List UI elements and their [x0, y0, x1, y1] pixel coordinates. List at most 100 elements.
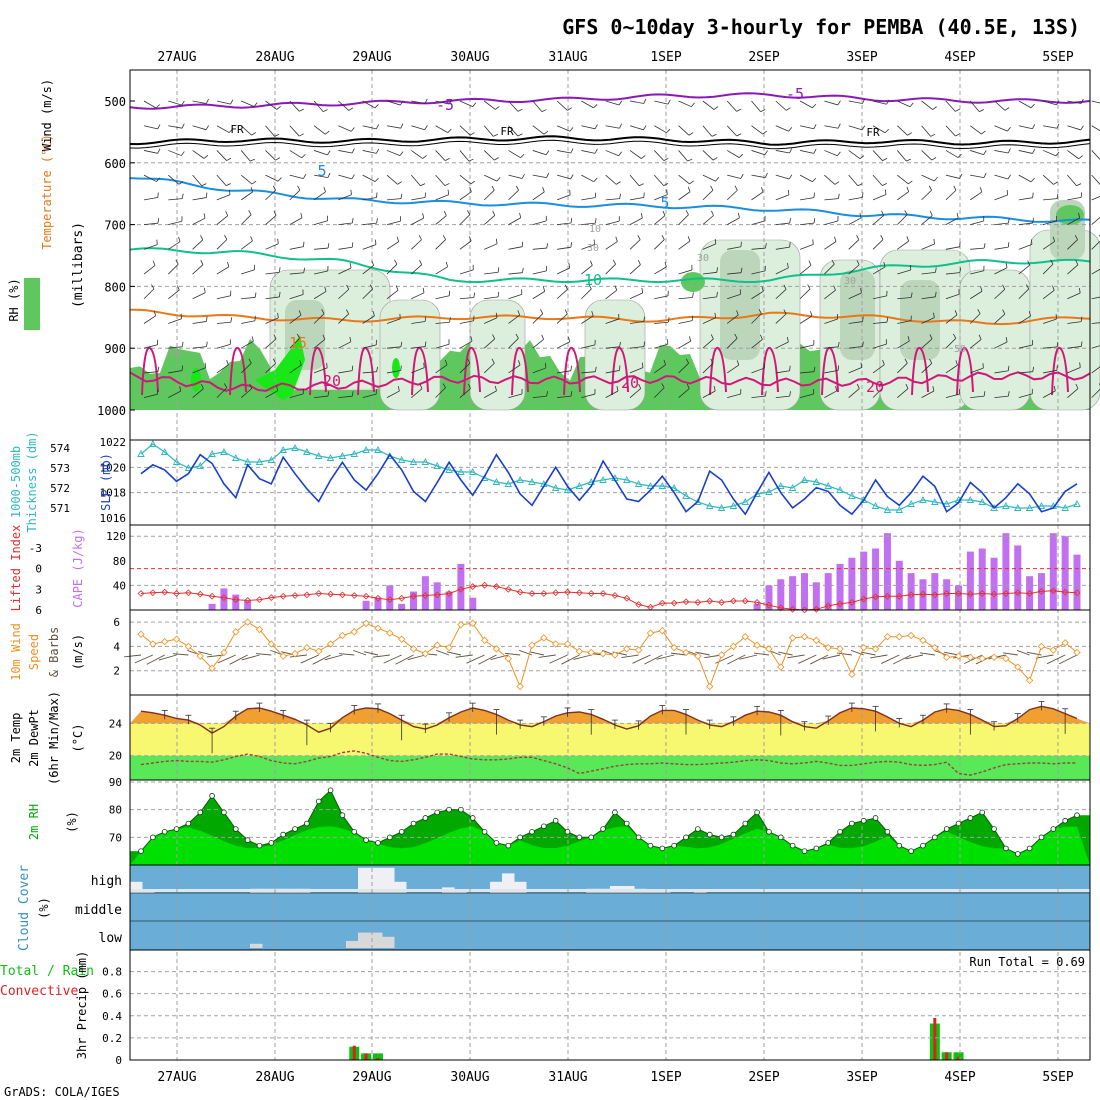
- profile-wind-barb-feather: [276, 385, 279, 391]
- profile-wind-barb: [192, 292, 206, 300]
- profile-wind-barb: [702, 150, 714, 161]
- profile-wind-barb: [921, 243, 935, 250]
- profile-wind-barb: [411, 367, 425, 374]
- wind10-speed-point: [374, 624, 382, 632]
- profile-wind-barb-feather: [303, 174, 307, 179]
- profile-wind-barb: [824, 318, 838, 324]
- wind10-speed-point: [599, 650, 607, 658]
- wind10-barb: [964, 654, 983, 665]
- cape-bar: [410, 591, 418, 610]
- profile-wind-barb: [240, 125, 252, 136]
- thickness-point: [196, 462, 204, 469]
- profile-wind-barb-feather: [783, 284, 787, 290]
- wind10-axis-label-unit: (m/s): [71, 634, 85, 670]
- profile-wind-barb: [192, 174, 203, 186]
- profile-wind-barb-feather: [299, 108, 304, 112]
- rh2m-point: [327, 787, 334, 794]
- rh2m-point: [1050, 826, 1057, 832]
- cape-bar: [1061, 536, 1069, 610]
- profile-wind-barb: [726, 125, 737, 137]
- profile-wind-barb-feather: [931, 157, 937, 161]
- profile-wind-barb-feather: [248, 358, 252, 364]
- profile-wind-barb-feather: [200, 383, 204, 389]
- isotherm-20: [129, 371, 1091, 392]
- profile-wind-barb-feather: [303, 267, 306, 273]
- thickness-point: [421, 458, 430, 465]
- profile-wind-barb-feather: [983, 150, 987, 155]
- thickness-point: [990, 504, 998, 511]
- profile-wind-barb: [751, 150, 765, 156]
- profile-wind-barb: [654, 215, 666, 225]
- profile-wind-barb-feather: [953, 333, 957, 339]
- profile-wind-barb: [969, 290, 983, 300]
- wind10-barb: [255, 653, 272, 656]
- profile-wind-barb: [1067, 388, 1079, 398]
- profile-wind-barb-feather: [327, 172, 331, 178]
- profile-wind-barb: [1018, 243, 1033, 250]
- thickness-point: [646, 482, 655, 489]
- lifted-index-point: [647, 603, 654, 611]
- profile-wind-barb-feather: [203, 287, 206, 293]
- profile-wind-barb-feather: [594, 218, 597, 224]
- profile-wind-barb: [848, 197, 863, 201]
- wind10-speed-point: [457, 620, 465, 629]
- profile-wind-barb: [872, 295, 887, 300]
- profile-wind-barb-feather: [178, 236, 181, 242]
- profile-wind-barb: [532, 100, 543, 112]
- profile-wind-barb: [386, 346, 401, 349]
- isotherm-FR-secondary: [129, 139, 1091, 150]
- profile-wind-barb: [265, 150, 276, 161]
- profile-wind-barb: [483, 125, 494, 137]
- lifted-index-point: [339, 591, 346, 599]
- wind10-speed-point: [350, 628, 358, 636]
- cape-bar: [433, 582, 441, 610]
- thickness-point: [717, 504, 726, 511]
- thickness-point: [848, 492, 856, 499]
- profile-wind-barb-feather: [856, 383, 860, 389]
- profile-wind-barb-feather: [1030, 177, 1035, 183]
- rh2m-point: [979, 809, 986, 816]
- wind10-barb: [529, 651, 544, 656]
- profile-wind-barb-feather: [203, 155, 209, 159]
- thickness-point: [871, 502, 880, 509]
- pressure-tick-label: 1000: [97, 404, 126, 418]
- profile-wind-barb-feather: [570, 148, 574, 154]
- profile-wind-barb: [265, 362, 276, 374]
- profile-wind-barb: [557, 246, 571, 250]
- profile-wind-barb: [216, 387, 228, 398]
- profile-wind-barb: [581, 393, 596, 399]
- profile-wind-barb-feather: [907, 132, 913, 136]
- lifted-index-point: [469, 583, 477, 590]
- profile-wind-barb: [581, 315, 594, 324]
- profile-wind-barb-feather: [594, 192, 597, 198]
- profile-wind-barb: [459, 125, 471, 136]
- profile-wind-barb-feather: [1032, 124, 1036, 129]
- profile-wind-barb-feather: [906, 186, 910, 192]
- profile-wind-barb: [556, 125, 571, 132]
- profile-wind-barb: [532, 395, 547, 399]
- profile-wind-barb-feather: [517, 133, 523, 137]
- profile-wind-barb-feather: [327, 150, 331, 156]
- profile-wind-barb-feather: [151, 284, 155, 290]
- rh2m-axis-label: 2m RH: [27, 804, 41, 840]
- profile-wind-barb: [800, 222, 815, 225]
- profile-wind-barb: [970, 270, 984, 275]
- thickness-axis-label-unit: Thickness (dm): [25, 431, 39, 532]
- isotherm-label: FR: [866, 126, 880, 139]
- profile-wind-barb: [969, 339, 982, 349]
- profile-wind-barb: [508, 338, 519, 349]
- profile-wind-barb-feather: [640, 213, 643, 219]
- wind10-speed-point: [741, 633, 749, 641]
- profile-wind-barb-feather: [400, 100, 404, 106]
- profile-wind-barb: [1018, 393, 1033, 399]
- wind10-speed-point: [528, 641, 536, 649]
- profile-wind-barb: [386, 289, 399, 300]
- date-label-top: 30AUG: [450, 50, 489, 65]
- profile-wind-barb-feather: [396, 236, 400, 242]
- profile-wind-barb: [1018, 315, 1031, 324]
- profile-wind-barb-feather: [983, 243, 986, 249]
- profile-wind-barb-feather: [228, 128, 233, 133]
- profile-wind-barb-feather: [714, 238, 717, 244]
- rh2m-point: [375, 840, 381, 846]
- profile-wind-barb: [411, 346, 426, 349]
